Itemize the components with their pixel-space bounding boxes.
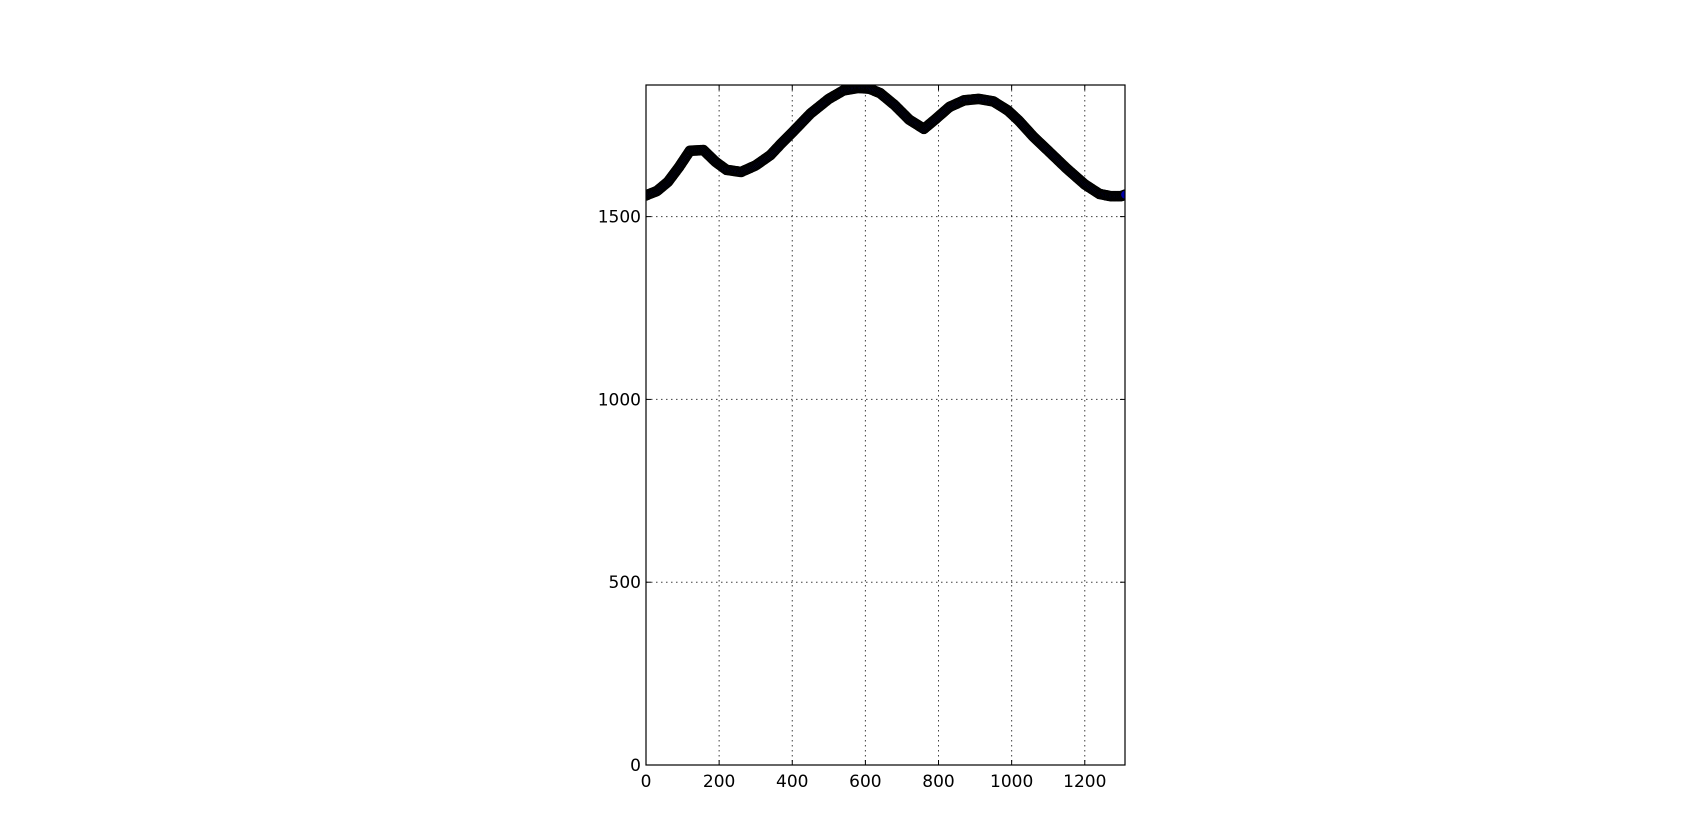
plot-area bbox=[646, 85, 1125, 765]
y-tick-label: 1000 bbox=[598, 390, 641, 410]
y-tick-label: 1500 bbox=[598, 208, 641, 228]
x-tick-label: 600 bbox=[849, 772, 881, 792]
x-tick-label: 0 bbox=[641, 772, 652, 792]
y-tick-label: 0 bbox=[630, 756, 641, 776]
y-tick-label: 500 bbox=[609, 573, 641, 593]
x-tick-label: 400 bbox=[776, 772, 808, 792]
x-tick-label: 1000 bbox=[990, 772, 1033, 792]
x-tick-label: 800 bbox=[922, 772, 954, 792]
tick-labels: 0 200 400 600 800 1000 1200 0 500 1000 1500 bbox=[598, 208, 1107, 792]
ticks bbox=[645, 85, 1125, 766]
x-tick-label: 200 bbox=[703, 772, 735, 792]
grid bbox=[646, 85, 1125, 765]
x-tick-label: 1200 bbox=[1063, 772, 1106, 792]
data-points bbox=[646, 85, 1125, 202]
axes-frame bbox=[645, 84, 1126, 766]
data-point bbox=[1119, 189, 1125, 200]
